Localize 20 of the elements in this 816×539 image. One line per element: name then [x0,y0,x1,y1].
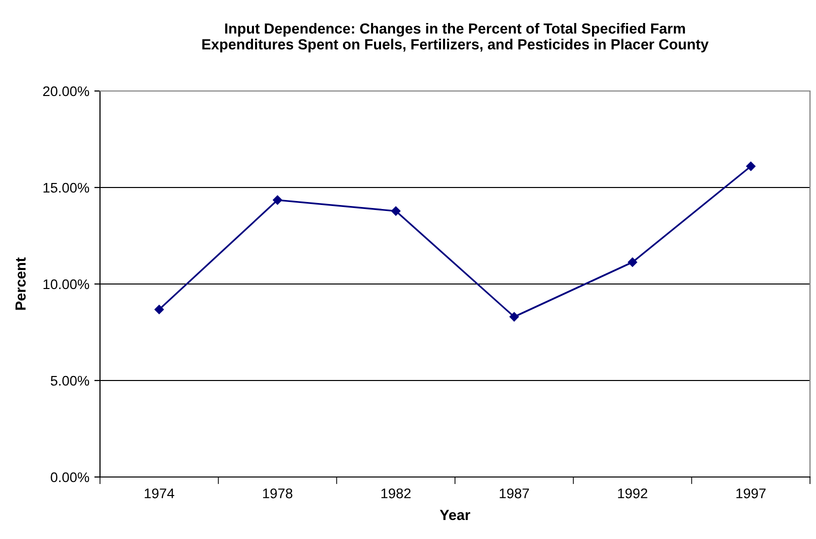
y-axis-title: Percent [16,257,26,310]
x-tick-label: 1987 [500,488,529,498]
point [391,206,400,216]
y-tick-label: 5.00% [50,376,90,386]
x-tick-label: 1997 [736,488,766,498]
y-tick-label: 10.00% [44,279,90,290]
point [510,312,519,322]
point [154,304,164,314]
chart-title: Input Dependence: Changes in the Percent of Total Specified Farm Expenditures Spent on Fuels, Fertilizers, and Pesticides in Placer County [202,22,709,52]
x-tick-label: 1974 [144,488,174,498]
point [746,162,756,171]
x-tick-label: 1992 [618,488,648,498]
x-tick-label: 1982 [381,488,411,498]
x-tick-label: 1978 [263,488,292,498]
point [272,195,282,205]
y-tick-label: 15.00% [44,182,90,193]
y-tick-label: 0.00% [50,472,90,482]
point [628,258,638,267]
y-tick-label: 20.00% [43,86,90,96]
x-axis-title: Year [440,510,470,520]
